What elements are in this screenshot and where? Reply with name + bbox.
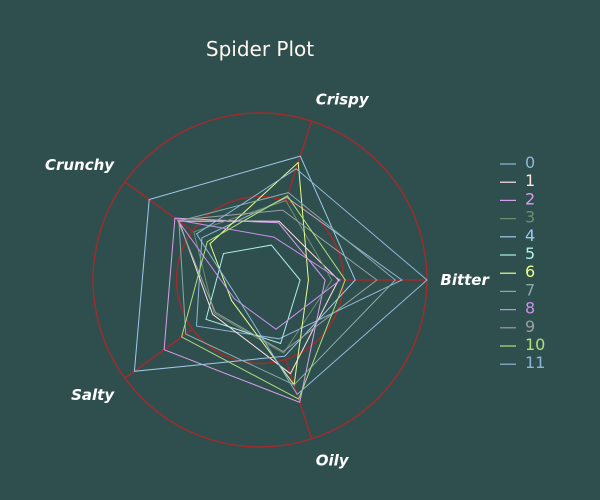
series-group bbox=[133, 155, 428, 403]
series-11-polygon bbox=[195, 168, 428, 396]
legend-label-6: 6 bbox=[525, 262, 535, 281]
axis-spoke-crunchy bbox=[124, 181, 193, 232]
series-8-polygon bbox=[176, 219, 342, 330]
series-7-polygon bbox=[178, 192, 397, 386]
axis-label-salty: Salty bbox=[71, 386, 115, 404]
legend-label-4: 4 bbox=[525, 226, 535, 245]
legend-label-1: 1 bbox=[525, 171, 535, 190]
series-1-polygon bbox=[178, 220, 340, 375]
legend-label-9: 9 bbox=[525, 317, 535, 336]
axis-labels: Crispy Bitter Oily Salty Crunchy bbox=[45, 91, 491, 470]
legend-label-11: 11 bbox=[525, 353, 545, 372]
axis-label-crunchy: Crunchy bbox=[45, 156, 115, 174]
axis-label-crispy: Crispy bbox=[316, 91, 370, 109]
series-10-polygon bbox=[181, 195, 346, 400]
chart-title: Spider Plot bbox=[206, 37, 314, 61]
legend-label-8: 8 bbox=[525, 299, 535, 318]
series-5-polygon bbox=[205, 244, 301, 345]
legend-label-3: 3 bbox=[525, 208, 535, 227]
legend-label-10: 10 bbox=[525, 335, 545, 354]
legend-label-2: 2 bbox=[525, 189, 535, 208]
axis-label-bitter: Bitter bbox=[440, 271, 490, 289]
axis-label-oily: Oily bbox=[316, 452, 350, 470]
legend-label-0: 0 bbox=[525, 153, 535, 172]
axis-spoke-crispy bbox=[285, 120, 313, 201]
series-0-polygon bbox=[195, 196, 403, 340]
series-6-polygon bbox=[209, 161, 309, 387]
axis-spoke-salty bbox=[124, 328, 193, 379]
series-9-polygon bbox=[176, 209, 378, 353]
legend-label-7: 7 bbox=[525, 280, 535, 299]
series-4-polygon bbox=[133, 155, 356, 372]
legend-label-5: 5 bbox=[525, 244, 535, 263]
